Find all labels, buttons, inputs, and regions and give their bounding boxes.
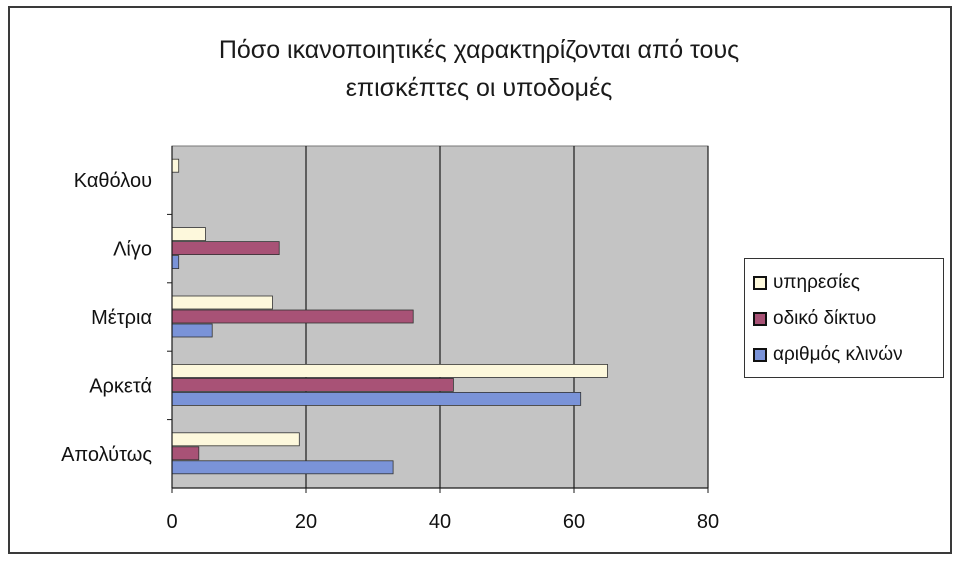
bar <box>171 241 280 256</box>
bar <box>171 309 414 324</box>
bar <box>171 158 180 173</box>
bar <box>171 363 608 378</box>
legend-swatch-beds <box>753 348 767 362</box>
x-tick-label: 60 <box>563 511 585 533</box>
y-category-label: Μέτρια <box>91 307 152 329</box>
bar <box>171 295 273 310</box>
bar <box>171 323 213 338</box>
x-tick-label: 20 <box>295 511 317 533</box>
y-category-label: Καθόλου <box>74 170 152 192</box>
legend: υπηρεσίες οδικό δίκτυο αριθμός κλινών <box>744 258 944 378</box>
bar <box>171 391 582 406</box>
legend-item-road-network: οδικό δίκτυο <box>753 301 943 337</box>
bar <box>171 377 454 392</box>
bar <box>171 227 206 242</box>
bar <box>171 460 394 475</box>
y-category-label: Απολύτως <box>61 444 152 466</box>
x-tick-label: 40 <box>429 511 451 533</box>
legend-item-services: υπηρεσίες <box>753 265 943 301</box>
bar <box>171 432 300 447</box>
y-category-label: Αρκετά <box>89 375 152 397</box>
legend-swatch-services <box>753 276 767 290</box>
chart-title-line-1: Πόσο ικανοποιητικές χαρακτηρίζονται από … <box>218 36 740 64</box>
y-category-label: Λίγο <box>113 239 152 261</box>
legend-label-services: υπηρεσίες <box>773 272 860 293</box>
legend-item-beds: αριθμός κλινών <box>753 337 943 373</box>
x-tick-label: 80 <box>697 511 719 533</box>
x-tick-label: 0 <box>166 511 177 533</box>
legend-label-road-network: οδικό δίκτυο <box>773 308 877 329</box>
bar <box>171 255 180 270</box>
legend-swatch-road-network <box>753 312 767 326</box>
legend-label-beds: αριθμός κλινών <box>773 344 903 365</box>
bar <box>171 446 200 461</box>
chart-title-line-2: επισκέπτες οι υποδομές <box>345 74 613 102</box>
